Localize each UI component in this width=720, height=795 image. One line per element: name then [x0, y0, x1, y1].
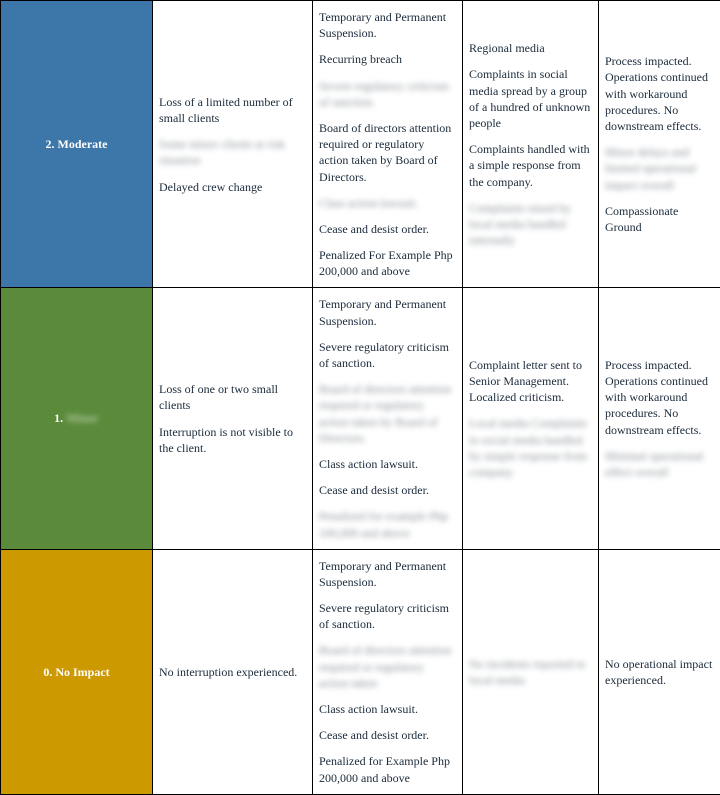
- table-cell: Regional media Complaints in social media…: [463, 1, 599, 288]
- table-row: 1. MinorLoss of one or two small clients…: [1, 288, 720, 549]
- table-cell: Complaint letter sent to Senior Manageme…: [463, 288, 599, 549]
- cell-text: Loss of a limited number of small client…: [159, 94, 306, 126]
- cell-text: Penalized For Example Php 200,000 and ab…: [319, 247, 456, 279]
- cell-text: Board of directors attention required or…: [319, 381, 456, 446]
- blurred-text: Minimal operational effect overall: [605, 448, 714, 480]
- table-cell: Temporary and Permanent Suspension. Recur…: [313, 1, 463, 288]
- cell-text: Complaint letter sent to Senior Manageme…: [469, 357, 592, 406]
- row-header-prefix: 1.: [54, 411, 66, 425]
- table-row: 0. No Impact No interruption experienced.…: [1, 549, 720, 794]
- cell-text: Class action lawsuit.: [319, 195, 456, 211]
- cell-text: Class action lawsuit.: [319, 456, 456, 472]
- cell-text: Interruption is not visible to the clien…: [159, 424, 306, 456]
- blurred-text: Some minor clients at risk situation: [159, 136, 306, 168]
- table-cell: Loss of one or two small clients Interrup…: [153, 288, 313, 549]
- cell-text: Severe regulatory criticism of sanction.: [319, 600, 456, 632]
- blurred-text: Minor delays and limited operational imp…: [605, 144, 714, 193]
- cell-text: Temporary and Permanent Suspension.: [319, 296, 456, 328]
- blurred-text: No incidents reported in local media: [469, 656, 592, 688]
- cell-text: Compassionate Ground: [605, 203, 714, 235]
- blurred-text: Severe regulatory criticism of sanction.: [319, 78, 456, 110]
- cell-text: Board of directors attention required or…: [319, 642, 456, 691]
- cell-text: Cease and desist order.: [319, 727, 456, 743]
- cell-text: Penalized for Example Php 200,000 and ab…: [319, 753, 456, 785]
- cell-text: Process impacted. Operations continued w…: [605, 53, 714, 134]
- cell-text: Minimal operational effect overall: [605, 448, 714, 480]
- cell-text: Temporary and Permanent Suspension.: [319, 558, 456, 590]
- cell-text: No incidents reported in local media: [469, 656, 592, 688]
- cell-text: Minor delays and limited operational imp…: [605, 144, 714, 193]
- cell-text: Local media Complaints in social media h…: [469, 415, 592, 480]
- row-header: 2. Moderate: [1, 1, 153, 288]
- cell-text: Complaints in social media spread by a g…: [469, 66, 592, 131]
- row-header: 0. No Impact: [1, 549, 153, 794]
- table-cell: Loss of a limited number of small client…: [153, 1, 313, 288]
- cell-text: Some minor clients at risk situation: [159, 136, 306, 168]
- table-cell: Temporary and Permanent Suspension. Sever…: [313, 549, 463, 794]
- cell-text: Severe regulatory criticism of sanction.: [319, 78, 456, 110]
- cell-text: Delayed crew change: [159, 179, 306, 195]
- cell-text: No operational impact experienced.: [605, 656, 714, 688]
- blurred-text: Penalized for example Php 100,000 and ab…: [319, 508, 456, 540]
- cell-text: No interruption experienced.: [159, 664, 306, 680]
- blurred-text: Local media Complaints in social media h…: [469, 415, 592, 480]
- cell-text: Complaints handled with a simple respons…: [469, 141, 592, 190]
- blurred-text: Complaints raised by local media handled…: [469, 200, 592, 249]
- cell-text: Board of directors attention required or…: [319, 120, 456, 185]
- cell-text: Severe regulatory criticism of sanction.: [319, 339, 456, 371]
- blurred-text: Board of directors attention required or…: [319, 642, 456, 691]
- cell-text: Regional media: [469, 40, 592, 56]
- cell-text: Temporary and Permanent Suspension.: [319, 9, 456, 41]
- table-cell: No operational impact experienced.: [599, 549, 720, 794]
- cell-text: Recurring breach: [319, 51, 456, 67]
- table-cell: No incidents reported in local media: [463, 549, 599, 794]
- row-header-blurred: Minor: [66, 410, 99, 426]
- cell-text: Cease and desist order.: [319, 482, 456, 498]
- cell-text: Process impacted. Operations continued w…: [605, 357, 714, 438]
- cell-text: Penalized for example Php 100,000 and ab…: [319, 508, 456, 540]
- table-cell: No interruption experienced.: [153, 549, 313, 794]
- table-cell: Process impacted. Operations continued w…: [599, 1, 720, 288]
- table-cell: Temporary and Permanent Suspension. Sever…: [313, 288, 463, 549]
- cell-text: Loss of one or two small clients: [159, 381, 306, 413]
- row-header: 1. Minor: [1, 288, 153, 549]
- cell-text: Complaints raised by local media handled…: [469, 200, 592, 249]
- blurred-text: Board of directors attention required or…: [319, 381, 456, 446]
- cell-text: Class action lawsuit.: [319, 701, 456, 717]
- impact-table: 2. ModerateLoss of a limited number of s…: [0, 0, 720, 795]
- cell-text: Cease and desist order.: [319, 221, 456, 237]
- blurred-text: Class action lawsuit.: [319, 195, 418, 211]
- table-row: 2. ModerateLoss of a limited number of s…: [1, 1, 720, 288]
- table-cell: Process impacted. Operations continued w…: [599, 288, 720, 549]
